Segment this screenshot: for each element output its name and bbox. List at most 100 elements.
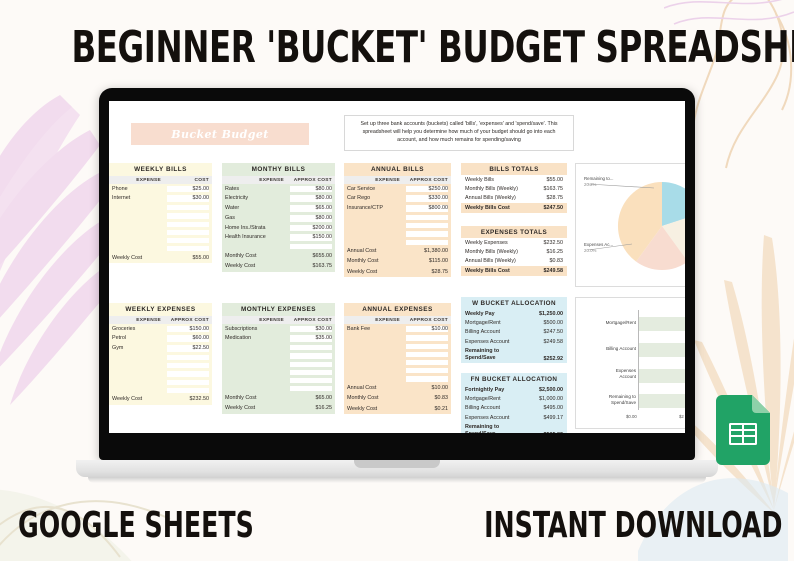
sheet-banner-title: Bucket Budget	[171, 127, 269, 141]
table-row[interactable]: Home Ins./Strata $200.00	[222, 223, 335, 233]
bar-mortgage-rent	[639, 317, 685, 331]
table-empty-rows[interactable]	[344, 213, 451, 246]
bar-category-label-1: Billing Account	[606, 346, 636, 351]
table-row[interactable]: Car Service $250.00	[344, 184, 451, 194]
row-value: $10.00	[406, 325, 448, 333]
table-empty-rows[interactable]	[109, 353, 212, 394]
bar-chart-axis	[638, 310, 639, 410]
block-row-label: Mortgage/Rent	[465, 320, 501, 327]
table-totals: Annual Cost $1,380.00 Monthly Cost $115.…	[344, 246, 451, 277]
totals-row: Annual Cost $1,380.00	[344, 246, 451, 256]
table-row[interactable]: Car Rego $330.00	[344, 194, 451, 204]
block-title: BILLS TOTALS	[489, 165, 539, 173]
table-empty-rows[interactable]	[109, 204, 212, 253]
block-row-value: $249.58	[543, 267, 564, 274]
pie-label-remaining: Remaining to... 20.2%	[584, 176, 614, 188]
table-row[interactable]: Water $65.00	[222, 204, 335, 214]
table-row[interactable]: Internet $30.00	[109, 194, 212, 204]
table-row[interactable]: Gym $22.50	[109, 344, 212, 354]
totals-value: $655.00	[312, 252, 333, 259]
chart-bar-allocation[interactable]: Mortgage/Rent Billing Account Expenses A…	[575, 297, 685, 429]
table-header-row: EXPENSE APPROX COST	[344, 176, 451, 185]
block-row: Mortgage/Rent $1,000.00	[461, 394, 567, 403]
block-row-label: Weekly Bills Cost	[465, 267, 510, 274]
table-empty-rows[interactable]	[222, 243, 335, 251]
intro-instructions-box: Set up three bank accounts (buckets) cal…	[344, 115, 574, 151]
table-row[interactable]: Rates $80.00	[222, 184, 335, 194]
table-row[interactable]: Subscriptions $30.00	[222, 324, 335, 334]
table-empty-rows[interactable]	[344, 334, 451, 383]
table-totals: Weekly Cost $55.00	[109, 253, 212, 263]
table-row[interactable]: Bank Fee $10.00	[344, 324, 451, 334]
totals-value: $0.21	[434, 405, 449, 412]
totals-row: Weekly Cost $55.00	[109, 253, 212, 263]
table-row[interactable]: Electricity $80.00	[222, 194, 335, 204]
table-totals: Annual Cost $10.00 Monthly Cost $0.83 We…	[344, 383, 451, 414]
block-row: Expenses Account $499.17	[461, 413, 567, 422]
row-value: $80.00	[290, 195, 332, 203]
totals-value: $0.83	[434, 395, 449, 402]
block-row: Monthly Bills (Weekly) $163.75	[461, 184, 567, 194]
table-header-row: EXPENSE APPROX COST	[344, 316, 451, 325]
bar-category-label-0: Mortgage/Rent	[605, 320, 636, 325]
block-title: W BUCKET ALLOCATION	[472, 299, 556, 307]
table-title: ANNUAL BILLS	[370, 166, 425, 173]
pie-slice-remaining	[662, 182, 685, 226]
totals-value: $163.75	[312, 263, 333, 270]
table-empty-rows[interactable]	[222, 344, 335, 393]
block-row-label: Annual Bills (Weekly)	[465, 195, 516, 202]
totals-row: Monthly Cost $115.00	[344, 257, 451, 267]
table-totals: Monthly Cost $655.00 Weekly Cost $163.75	[222, 251, 335, 272]
block-row-value: $2,500.00	[539, 386, 563, 393]
block-row: Mortgage/Rent $500.00	[461, 318, 567, 327]
totals-row: Weekly Cost $16.25	[222, 403, 335, 413]
table-row[interactable]: Medication $35.00	[222, 334, 335, 344]
row-value: $30.00	[167, 195, 209, 203]
totals-row: Weekly Cost $232.50	[109, 394, 212, 404]
table-body: Phone $25.00 Internet $30.00	[109, 184, 212, 253]
block-row-remaining: Remaining to Spend/Save $505.83	[461, 423, 567, 433]
col-cost: COST	[194, 177, 209, 183]
col-approx-cost: APPROX COST	[409, 317, 448, 323]
row-label: Electricity	[225, 195, 249, 202]
row-label: Gym	[112, 345, 124, 352]
block-row-value: $505.83	[544, 432, 564, 433]
pie-leader-line-1	[587, 183, 655, 189]
table-row[interactable]: Petrol $60.00	[109, 334, 212, 344]
table-title: ANNUAL EXPENSES	[362, 306, 433, 313]
col-expense: EXPENSE	[136, 177, 161, 183]
table-row[interactable]: Gas $80.00	[222, 213, 335, 223]
block-row-label: Remaining to Spend/Save	[465, 424, 500, 433]
table-row[interactable]: Phone $25.00	[109, 184, 212, 194]
row-label: Health Insurance	[225, 234, 266, 241]
block-fn-bucket-allocation: FN BUCKET ALLOCATION Fortnightly Pay $2,…	[461, 373, 567, 433]
block-row-value: $247.50	[543, 204, 564, 211]
table-monthly-expenses: MONTHLY EXPENSES EXPENSE APPROX COST Sub…	[222, 303, 335, 414]
col-approx-cost: APPROX COST	[170, 317, 209, 323]
totals-label: Monthly Cost	[225, 252, 257, 259]
block-row: Billing Account $495.00	[461, 404, 567, 413]
table-totals: Monthly Cost $65.00 Weekly Cost $16.25	[222, 393, 335, 414]
totals-label: Weekly Cost	[347, 268, 378, 275]
block-row-label: Weekly Pay	[465, 310, 495, 317]
table-body: Bank Fee $10.00	[344, 324, 451, 383]
table-row[interactable]: Health Insurance $150.00	[222, 233, 335, 243]
col-expense: EXPENSE	[375, 177, 400, 183]
table-title: WEEKLY EXPENSES	[125, 306, 196, 313]
row-value: $80.00	[290, 185, 332, 193]
block-row: Fortnightly Pay $2,500.00	[461, 385, 567, 394]
block-row-remaining: Remaining to Spend/Save $252.92	[461, 347, 567, 364]
table-header-row: EXPENSE APPROX COST	[222, 176, 335, 185]
table-row[interactable]: Groceries $150.00	[109, 324, 212, 334]
totals-value: $65.00	[315, 394, 333, 401]
chart-pie-allocation[interactable]: Remaining to... 20.2% Expenses Ac... 20.…	[575, 163, 685, 287]
laptop-screen: Bucket Budget Set up three bank accounts…	[109, 101, 685, 433]
block-row: Weekly Bills $55.00	[461, 175, 567, 185]
table-row[interactable]: Insurance/CTP $800.00	[344, 204, 451, 214]
totals-label: Weekly Cost	[225, 263, 256, 270]
row-label: Home Ins./Strata	[225, 224, 266, 231]
table-header-row: EXPENSE APPROX COST	[222, 316, 335, 325]
pie-label-name: Expenses Ac...	[584, 242, 614, 247]
block-title: EXPENSES TOTALS	[480, 228, 548, 236]
